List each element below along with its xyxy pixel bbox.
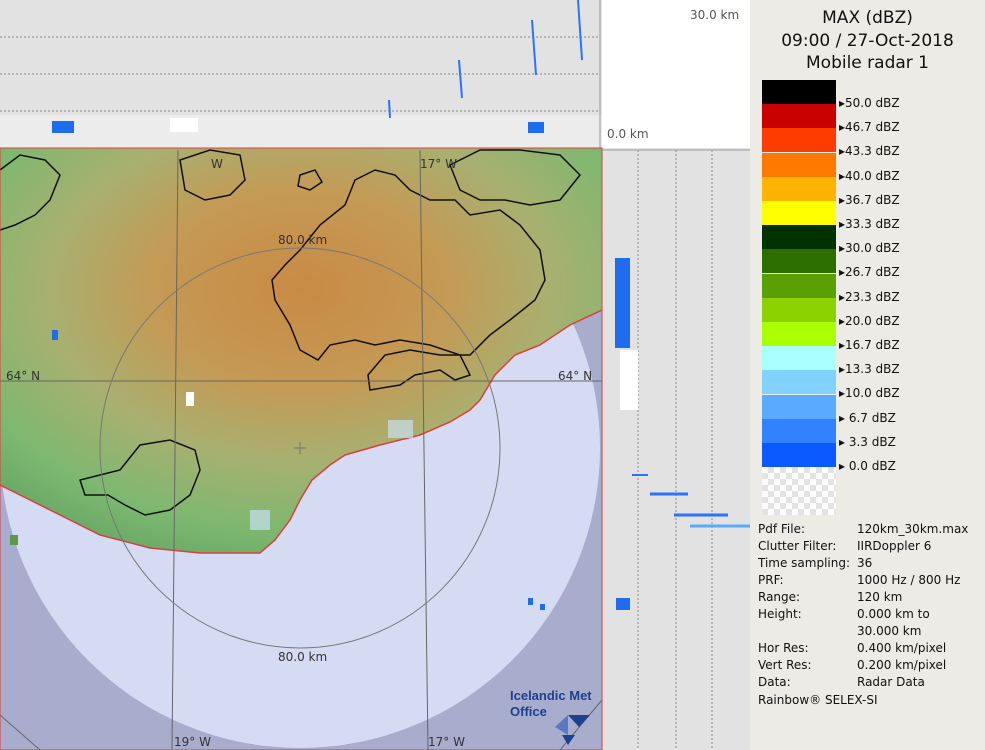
legend-label: ▸50.0 dBZ — [839, 96, 900, 110]
legend-label: ▸20.0 dBZ — [839, 313, 900, 328]
range-ring-label-bottom: 80.0 km — [278, 650, 328, 664]
info-value: 1000 Hz / 800 Hz — [857, 573, 961, 587]
coastline — [0, 309, 602, 554]
legend-label: ▸16.7 dBZ — [839, 338, 900, 352]
legend-swatch — [762, 297, 836, 322]
legend-label: ▸43.3 dBZ — [839, 144, 900, 159]
info-value: 120km_30km.max — [857, 522, 969, 536]
legend-label: ▸ 6.7 dBZ — [839, 410, 896, 425]
range-ring-label-top: 80.0 km — [278, 233, 328, 247]
info-value: IIRDoppler 6 — [857, 539, 932, 553]
echo-mark — [52, 121, 74, 133]
info-label: Data: — [758, 675, 791, 689]
height-label-top: 30.0 km — [690, 8, 740, 22]
glacier-outline — [79, 439, 201, 516]
lon-label-top-left: W — [211, 157, 223, 171]
lon-label-bottom-left: 19° W — [174, 735, 211, 749]
lon-label-top-right: 17° W — [420, 157, 457, 171]
legend-label: ▸ 0.0 dBZ — [839, 459, 896, 473]
legend-swatch — [762, 104, 836, 129]
info-value: 0.000 km to — [857, 607, 930, 621]
info-value: Radar Data — [857, 675, 925, 689]
legend-swatch — [762, 273, 836, 298]
info-value: 36 — [857, 556, 873, 570]
glacier-outline — [297, 169, 324, 191]
no-data-swatch — [762, 467, 836, 515]
radar-map — [0, 0, 750, 750]
lon-label-bottom-right: 17° W — [428, 735, 465, 749]
info-label: Height: — [758, 607, 802, 621]
glacier-outline — [449, 149, 582, 206]
echo-mark — [528, 122, 544, 133]
lat-label-left: 64° N — [6, 369, 41, 383]
legend-label: ▸33.3 dBZ — [839, 217, 900, 231]
legend-label: ▸30.0 dBZ — [839, 241, 900, 256]
info-value: 120 km — [857, 590, 903, 604]
legend-swatch — [762, 394, 836, 419]
info-label: Pdf File: — [758, 522, 806, 536]
logo-line1: Icelandic Met — [510, 688, 592, 703]
legend-label: ▸36.7 dBZ — [839, 192, 900, 207]
legend-swatch — [762, 249, 836, 274]
legend-label: ▸ 3.3 dBZ — [839, 434, 896, 449]
legend-swatch — [762, 225, 836, 250]
legend-label: ▸10.0 dBZ — [839, 386, 900, 401]
legend-swatch — [762, 443, 836, 467]
legend-swatch — [762, 322, 836, 346]
software-credit: Rainbow® SELEX-SI — [758, 693, 878, 707]
info-value: 0.400 km/pixel — [857, 641, 947, 655]
info-label: Clutter Filter: — [758, 539, 837, 553]
info-value: 0.200 km/pixel — [857, 658, 947, 672]
info-label: Hor Res: — [758, 641, 809, 655]
longitude-line — [419, 149, 429, 750]
datetime-title: 09:00 / 27-Oct-2018 — [781, 31, 954, 51]
glacier-outline — [0, 154, 61, 231]
legend-swatch — [762, 418, 836, 443]
glacier-outline — [271, 169, 546, 391]
glacier-outline — [179, 149, 246, 201]
legend-swatch — [762, 80, 836, 104]
imo-logo-icon — [555, 715, 590, 745]
range-ring — [99, 247, 501, 649]
logo-line2: Office — [510, 704, 547, 719]
legend-label: ▸26.7 dBZ — [839, 265, 900, 280]
echo-mark — [170, 118, 198, 132]
info-value: 30.000 km — [857, 624, 922, 638]
imo-logo: Icelandic Met Office — [510, 688, 592, 720]
legend-swatch — [762, 346, 836, 371]
lat-label-right: 64° N — [558, 369, 593, 383]
info-label: Time sampling: — [758, 556, 851, 570]
right-section-panel — [602, 148, 750, 750]
legend-label: ▸40.0 dBZ — [839, 168, 900, 183]
info-label: Range: — [758, 590, 801, 604]
legend-label: ▸46.7 dBZ — [839, 120, 900, 135]
product-title: MAX (dBZ) — [822, 8, 913, 28]
height-label-zero: 0.0 km — [607, 127, 649, 141]
legend-label: ▸13.3 dBZ — [839, 362, 900, 377]
legend-swatch — [762, 201, 836, 225]
info-label: PRF: — [758, 573, 784, 587]
legend-label: ▸23.3 dBZ — [839, 289, 900, 304]
info-label: Vert Res: — [758, 658, 812, 672]
radar-title: Mobile radar 1 — [806, 53, 929, 73]
longitude-line — [171, 149, 179, 750]
legend-swatch — [762, 128, 836, 153]
legend-swatch — [762, 152, 836, 177]
legend-swatch — [762, 370, 836, 395]
legend-swatch — [762, 176, 836, 201]
